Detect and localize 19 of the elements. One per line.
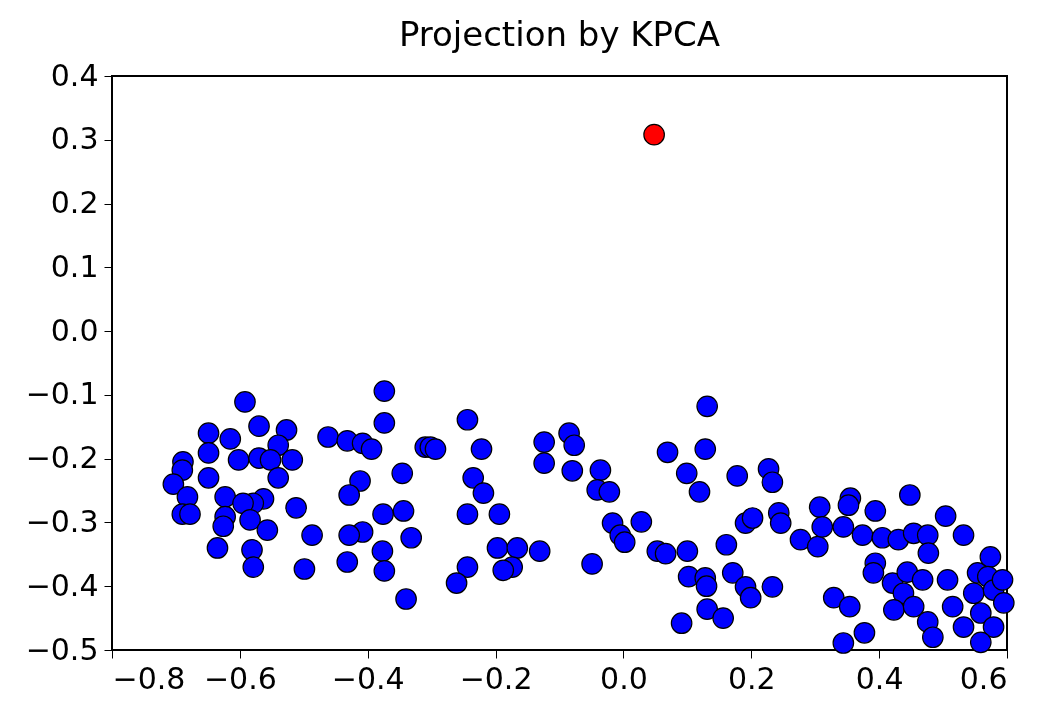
y-tick-label: 0.0 — [50, 312, 99, 348]
x-tick-label: −0.2 — [459, 660, 533, 696]
x-tick-label: 0.0 — [600, 660, 648, 696]
y-tick-label: −0.1 — [25, 376, 99, 412]
x-tick-label: −0.6 — [203, 660, 277, 696]
x-tick-label: 0.2 — [727, 660, 776, 696]
y-tick-label: −0.3 — [25, 503, 99, 539]
chart-title: Projection by KPCA — [398, 14, 721, 54]
y-tick-label: 0.1 — [50, 248, 99, 284]
y-tick-label: 0.4 — [50, 57, 99, 93]
y-tick-label: 0.2 — [50, 185, 99, 221]
y-tick-label: −0.2 — [25, 440, 99, 476]
x-tick-label: 0.6 — [959, 660, 1008, 696]
y-tick-label: −0.5 — [25, 631, 99, 667]
y-tick-label: −0.4 — [25, 567, 99, 603]
y-tick-label: 0.3 — [50, 121, 99, 157]
x-tick-label: −0.4 — [331, 660, 405, 696]
x-tick-label: 0.4 — [855, 660, 904, 696]
x-tick-label: −0.8 — [112, 660, 186, 696]
